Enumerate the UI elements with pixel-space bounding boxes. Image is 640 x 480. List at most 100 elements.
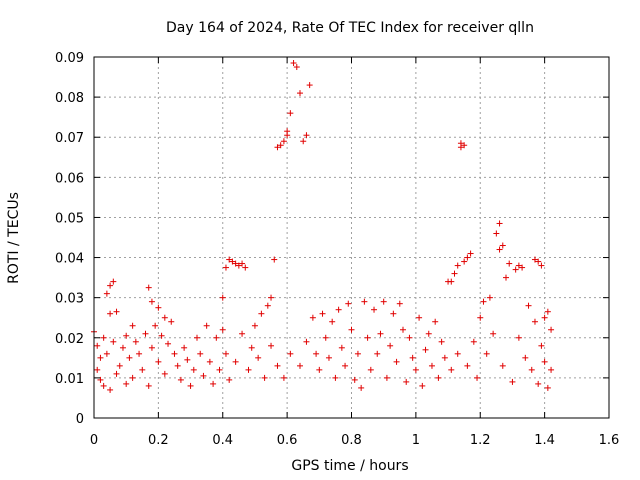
data-point (155, 304, 162, 311)
data-point (535, 258, 542, 265)
data-point (531, 318, 538, 325)
data-point (148, 298, 155, 305)
data-point (303, 132, 310, 139)
data-point (387, 342, 394, 349)
y-tick-label: 0.05 (55, 211, 84, 226)
data-point (126, 354, 133, 361)
data-point (499, 362, 506, 369)
data-point (409, 354, 416, 361)
data-point (454, 350, 461, 357)
grid (94, 57, 609, 418)
data-point (486, 294, 493, 301)
data-point (457, 140, 464, 147)
data-point (348, 326, 355, 333)
data-point (371, 306, 378, 313)
data-point (448, 366, 455, 373)
data-point (222, 264, 229, 271)
data-point (345, 300, 352, 307)
data-point (123, 380, 130, 387)
data-point (464, 362, 471, 369)
y-axis-title: ROTI / TECUs (6, 192, 22, 284)
data-point (97, 354, 104, 361)
x-tick-labels: 0 0.2 0.4 0.6 0.8 1 1.2 1.4 1.6 (90, 433, 619, 448)
data-point (103, 290, 110, 297)
data-point (477, 314, 484, 321)
data-point (338, 344, 345, 351)
data-point (490, 330, 497, 337)
data-point (432, 318, 439, 325)
data-point (161, 370, 168, 377)
data-point (274, 144, 281, 151)
data-point (165, 340, 172, 347)
data-point (535, 380, 542, 387)
data-point (248, 344, 255, 351)
axis-ticks (93, 56, 610, 419)
data-point (396, 300, 403, 307)
data-point (264, 302, 271, 309)
data-point (129, 374, 136, 381)
data-point (219, 326, 226, 333)
data-point (103, 350, 110, 357)
data-point (229, 258, 236, 265)
data-point (261, 374, 268, 381)
data-point (306, 82, 313, 89)
data-point (245, 366, 252, 373)
data-point (467, 250, 474, 257)
data-point (168, 318, 175, 325)
data-point (242, 264, 249, 271)
data-point (313, 350, 320, 357)
data-point (222, 350, 229, 357)
data-point (332, 374, 339, 381)
data-point (284, 132, 291, 139)
data-point (155, 358, 162, 365)
data-point (342, 362, 349, 369)
y-tick-label: 0.01 (55, 372, 84, 387)
data-point (184, 356, 191, 363)
data-point (480, 298, 487, 305)
data-point (528, 366, 535, 373)
data-point (277, 142, 284, 149)
data-point (158, 332, 165, 339)
data-point (531, 256, 538, 263)
y-tick-label: 0.06 (55, 171, 84, 186)
data-point (258, 310, 265, 317)
x-tick-label: 0.4 (212, 433, 233, 448)
data-point (213, 334, 220, 341)
data-point (113, 308, 120, 315)
data-point (544, 384, 551, 391)
x-tick-label: 1.2 (470, 433, 491, 448)
data-point (280, 374, 287, 381)
data-point (496, 220, 503, 227)
data-point (541, 314, 548, 321)
data-point (400, 326, 406, 333)
data-point (210, 380, 217, 387)
data-point (142, 330, 149, 337)
data-point (474, 374, 481, 381)
data-point (239, 330, 246, 337)
data-point (322, 334, 329, 341)
data-point (538, 342, 545, 349)
data-point (107, 282, 114, 289)
data-point (297, 90, 303, 97)
data-point (268, 294, 275, 301)
y-tick-label: 0.09 (55, 51, 84, 66)
data-point (290, 60, 297, 67)
data-point (200, 372, 207, 379)
data-point (287, 350, 294, 357)
data-point (110, 338, 117, 345)
data-point (383, 374, 390, 381)
data-point (300, 138, 307, 145)
data-point (412, 366, 419, 373)
data-point (519, 264, 526, 271)
y-tick-label: 0.08 (55, 91, 84, 106)
data-point (461, 142, 468, 149)
data-point (136, 350, 143, 357)
data-point (139, 366, 146, 373)
data-point (541, 358, 548, 365)
data-point (110, 278, 117, 285)
data-point (377, 330, 384, 337)
data-point (174, 362, 181, 369)
data-point (390, 310, 397, 317)
data-point (448, 278, 455, 285)
data-point (406, 334, 413, 341)
